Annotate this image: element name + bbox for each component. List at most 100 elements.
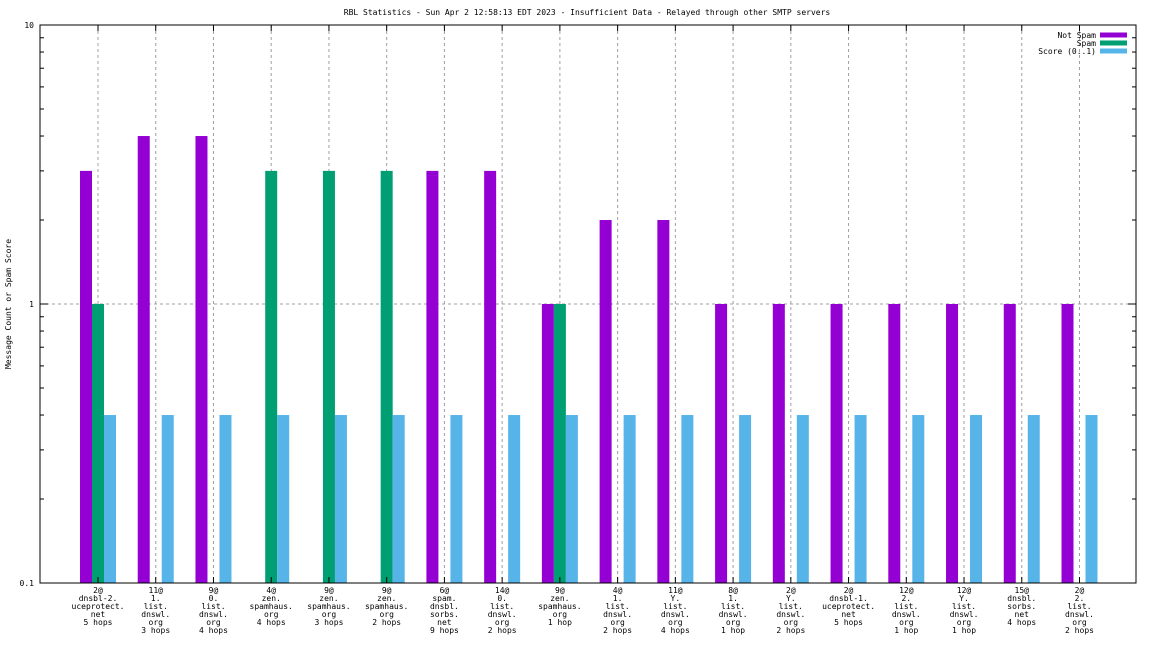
x-tick-label-line: dnswl. xyxy=(776,610,805,619)
x-tick-label-line: 1 hop xyxy=(548,618,572,627)
x-tick-label-line: 5 hops xyxy=(84,618,113,627)
x-tick-label-line: org xyxy=(726,618,741,627)
x-tick-label-line: zen. xyxy=(550,594,569,603)
x-tick-label-line: 12@ xyxy=(899,586,914,595)
chart-title: RBL Statistics - Sun Apr 2 12:58:13 EDT … xyxy=(344,8,831,17)
x-tick-label-line: 9@ xyxy=(382,586,392,595)
bar-score xyxy=(970,415,983,583)
x-tick-label-line: org xyxy=(668,618,683,627)
x-tick-label-line: 4 hops xyxy=(1007,618,1036,627)
bar-not-spam xyxy=(599,220,612,583)
x-tick-label-line: 0. xyxy=(497,594,507,603)
x-tick-label: 9@ zen. spamhaus. org 3 hops xyxy=(307,586,350,627)
x-tick-label: 4@ 1. list. dnswl. org 2 hops xyxy=(603,586,632,635)
bar-not-spam xyxy=(541,304,554,583)
x-tick-label-line: 11@ xyxy=(149,586,164,595)
x-tick-label: 15@ dnsbl. sorbs. net 4 hops xyxy=(1007,586,1036,627)
x-tick-label-line: list. xyxy=(201,602,225,611)
x-tick-label: 9@ zen. spamhaus. org 1 hop xyxy=(538,586,581,627)
bar-not-spam xyxy=(1061,304,1074,583)
x-tick-label-line: dnswl. xyxy=(1065,610,1094,619)
x-tick-label-line: list. xyxy=(721,602,745,611)
x-tick-label-line: org xyxy=(1072,618,1087,627)
bar-not-spam xyxy=(484,170,497,583)
x-tick-label-line: 2@ xyxy=(93,586,103,595)
bar-not-spam xyxy=(715,304,728,583)
x-tick-label: 2@ dnsbl-2. uceprotect. net 5 hops xyxy=(72,586,125,627)
bar-spam xyxy=(92,304,104,583)
x-tick-label-line: 9@ xyxy=(555,586,565,595)
bar-spam xyxy=(322,170,335,583)
x-tick-label-line: 6@ xyxy=(440,586,450,595)
x-tick-label: 2@ Y. list. dnswl. org 2 hops xyxy=(776,586,805,635)
bar-spam xyxy=(380,170,393,583)
x-tick-label-line: list. xyxy=(952,602,976,611)
bar-score xyxy=(277,415,290,583)
x-tick-label-line: org xyxy=(495,618,510,627)
x-tick-label-line: org xyxy=(610,618,625,627)
x-tick-label-line: uceprotect. xyxy=(822,602,875,611)
y-tick-label: 10 xyxy=(24,21,34,30)
x-tick-label-line: 1 hop xyxy=(721,626,745,635)
bar-not-spam xyxy=(772,304,785,583)
x-tick-label-line: spamhaus. xyxy=(307,602,350,611)
legend-label: Not Spam xyxy=(1057,31,1096,40)
x-tick-label-line: org xyxy=(957,618,972,627)
legend-swatch xyxy=(1100,32,1127,38)
x-tick-label-line: net xyxy=(841,610,856,619)
x-tick-label-line: dnswl. xyxy=(661,610,690,619)
x-tick-label-line: org xyxy=(149,618,164,627)
x-tick-label-line: 1. xyxy=(613,594,623,603)
bar-score xyxy=(219,415,232,583)
legend-swatch xyxy=(1100,40,1127,46)
bar-score xyxy=(565,415,578,583)
x-tick-label-line: org xyxy=(379,610,394,619)
x-tick-label-line: 9@ xyxy=(209,586,219,595)
x-tick-label-line: dnsbl. xyxy=(430,602,459,611)
x-tick-label-line: dnswl. xyxy=(892,610,921,619)
x-tick-label-line: 2 hops xyxy=(1065,626,1094,635)
x-tick-label-line: 3 hops xyxy=(314,618,343,627)
x-tick-label-line: 2 hops xyxy=(488,626,517,635)
bar-not-spam xyxy=(946,304,959,583)
bar-not-spam xyxy=(426,170,439,583)
x-tick-label-line: 9 hops xyxy=(430,626,459,635)
bar-score xyxy=(623,415,636,583)
x-tick-label-line: 4@ xyxy=(266,586,276,595)
bar-score xyxy=(681,415,694,583)
x-tick-label-line: 1 hop xyxy=(894,626,918,635)
bar-score xyxy=(508,415,521,583)
bar-spam xyxy=(553,304,566,583)
bar-not-spam xyxy=(657,220,670,583)
x-tick-label-line: dnsbl-2. xyxy=(79,594,118,603)
x-tick-label-line: 14@ xyxy=(495,586,510,595)
bar-score xyxy=(161,415,174,583)
legend-label: Spam xyxy=(1077,39,1096,48)
x-tick-label-line: 2. xyxy=(901,594,911,603)
x-tick-label: 4@ zen. spamhaus. org 4 hops xyxy=(250,586,293,627)
x-tick-label-line: dnswl. xyxy=(719,610,748,619)
bar-score xyxy=(334,415,347,583)
bar-not-spam xyxy=(195,136,208,583)
x-tick-label-line: sorbs. xyxy=(430,610,459,619)
x-tick-label-line: list. xyxy=(663,602,687,611)
bar-score xyxy=(104,415,116,583)
x-tick-label: 12@ 2. list. dnswl. org 1 hop xyxy=(892,586,921,635)
x-tick-label-line: 1 hop xyxy=(952,626,976,635)
x-tick-label-line: 2@ xyxy=(1075,586,1085,595)
x-tick-label: 9@ zen. spamhaus. org 2 hops xyxy=(365,586,408,627)
bar-spam xyxy=(265,170,278,583)
x-tick-label-line: org xyxy=(899,618,914,627)
x-tick-label: 2@ dnsbl-1. uceprotect. net 5 hops xyxy=(822,586,875,627)
x-tick-label-line: 4 hops xyxy=(257,618,286,627)
x-tick-label-line: dnswl. xyxy=(141,610,170,619)
x-tick-label-line: Y. xyxy=(959,594,969,603)
x-tick-label-line: uceprotect. xyxy=(72,602,125,611)
x-tick-label-line: list. xyxy=(779,602,803,611)
x-tick-label: 11@ Y. list. dnswl. org 4 hops xyxy=(661,586,690,635)
x-tick-label-line: 2@ xyxy=(844,586,854,595)
x-tick-label-line: net xyxy=(91,610,106,619)
x-tick-label-line: list. xyxy=(606,602,630,611)
